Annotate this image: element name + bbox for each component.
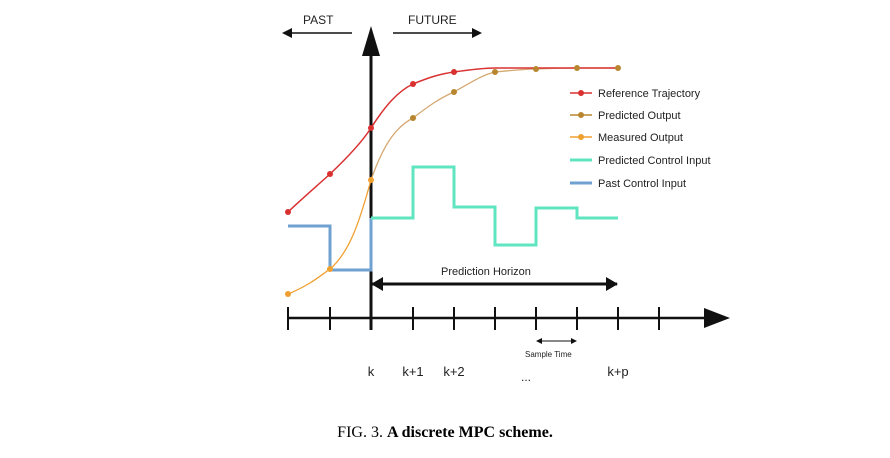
legend-marker <box>578 134 584 140</box>
predicted-output-marker <box>533 66 539 72</box>
legend-marker <box>578 90 584 96</box>
reference-trajectory-marker <box>410 81 416 87</box>
legend-label: Past Control Input <box>598 178 686 190</box>
legend-label: Predicted Control Input <box>598 155 711 167</box>
measured-output-marker <box>368 177 374 183</box>
reference-trajectory-markers <box>285 69 457 215</box>
measured-output-marker <box>285 291 291 297</box>
legend-label: Measured Output <box>598 132 683 144</box>
predicted-output-marker <box>574 65 580 71</box>
legend-item-past-control-input: Past Control Input <box>570 178 686 190</box>
predicted-output-marker <box>451 89 457 95</box>
measured-output-marker <box>327 266 333 272</box>
tick-label-k1: k+1 <box>402 364 423 379</box>
predicted-output-marker <box>615 65 621 71</box>
caption-fig-number: FIG. 3. <box>337 424 383 441</box>
tick-label-kp: k+p <box>607 364 628 379</box>
sample-time-label: Sample Time <box>525 350 572 359</box>
predicted-output-markers <box>410 65 621 121</box>
predicted-output-marker <box>410 115 416 121</box>
future-label: FUTURE <box>408 13 457 27</box>
caption-title: A discrete MPC scheme. <box>386 424 553 441</box>
legend: Reference Trajectory Predicted Output Me… <box>570 88 711 190</box>
horizon-label: Prediction Horizon <box>441 266 531 278</box>
legend-item-predicted-output: Predicted Output <box>570 110 681 122</box>
figure-caption: FIG. 3. A discrete MPC scheme. <box>0 424 890 442</box>
past-label: PAST <box>303 13 334 27</box>
horizon-arrowhead-left <box>371 277 383 291</box>
tick-label-k2: k+2 <box>443 364 464 379</box>
vertical-axis-arrowhead <box>362 26 380 56</box>
reference-trajectory-marker <box>451 69 457 75</box>
legend-marker <box>578 112 584 118</box>
measured-output-markers <box>285 177 374 297</box>
legend-item-predicted-control-input: Predicted Control Input <box>570 155 711 167</box>
sample-time-arrowhead-right <box>571 338 577 344</box>
sample-time-arrowhead-left <box>536 338 542 344</box>
legend-label: Reference Trajectory <box>598 88 701 100</box>
legend-item-measured-output: Measured Output <box>570 132 683 144</box>
legend-item-reference-trajectory: Reference Trajectory <box>570 88 701 100</box>
predicted-output-curve <box>370 67 618 181</box>
time-axis-ticks <box>287 307 660 330</box>
tick-label-k: k <box>368 364 375 379</box>
tick-label-dots: ... <box>521 370 531 384</box>
predicted-control-input-line <box>371 165 618 247</box>
legend-label: Predicted Output <box>598 110 681 122</box>
time-axis-arrowhead <box>704 308 730 328</box>
reference-trajectory-marker <box>285 209 291 215</box>
predicted-output-marker <box>492 69 498 75</box>
reference-trajectory-marker <box>368 125 374 131</box>
past-control-input-line <box>288 218 373 272</box>
horizon-arrowhead-right <box>606 277 618 291</box>
reference-trajectory-marker <box>327 171 333 177</box>
measured-output-curve <box>287 179 372 295</box>
